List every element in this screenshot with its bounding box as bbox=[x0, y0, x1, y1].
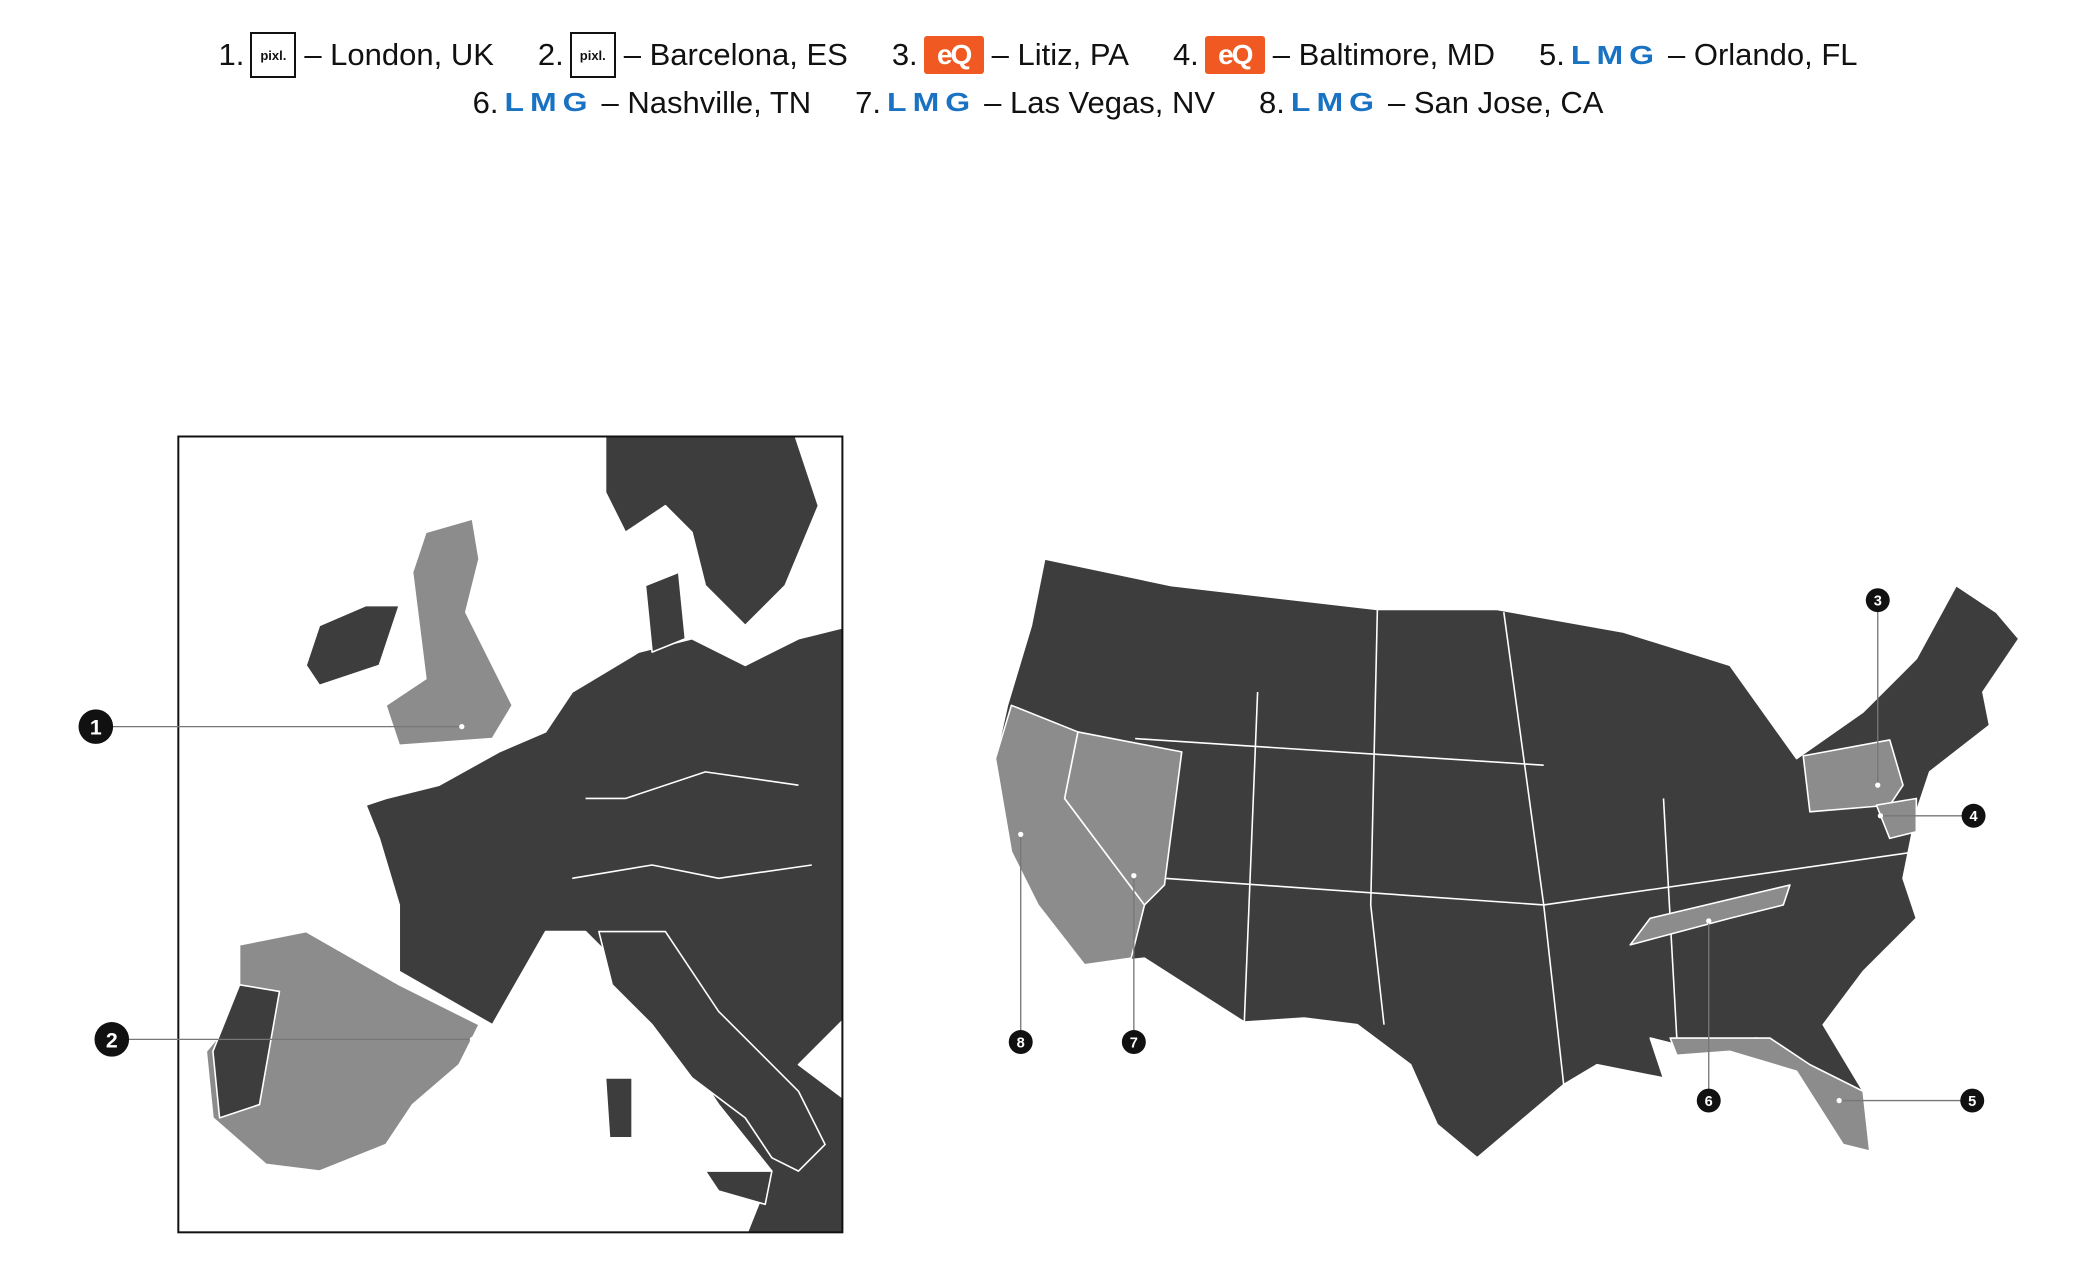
scandinavia bbox=[604, 436, 820, 627]
marker-6: 6 bbox=[1696, 1088, 1721, 1113]
marker-1: 1 bbox=[78, 709, 114, 744]
legend-item-baltimore: 4. eQ – Baltimore, MD bbox=[1173, 36, 1495, 74]
marker-5: 5 bbox=[1960, 1088, 1985, 1113]
legend-city: – London, UK bbox=[304, 37, 494, 72]
border bbox=[1503, 612, 1565, 1085]
svg-text:1: 1 bbox=[90, 716, 102, 740]
legend-number: 3. bbox=[891, 37, 918, 72]
svg-text:5: 5 bbox=[1968, 1094, 1976, 1110]
legend-row-2: 6. LMG – Nashville, TN 7. LMG – Las Vega… bbox=[0, 84, 2076, 121]
sicily bbox=[704, 1170, 773, 1206]
svg-text:4: 4 bbox=[1970, 809, 1979, 825]
europe-frame bbox=[177, 435, 844, 1234]
border bbox=[585, 771, 799, 800]
lmg-logo: LMG bbox=[1570, 40, 1660, 69]
europe-map bbox=[205, 436, 843, 1233]
legend-item-litiz: 3. eQ – Litiz, PA bbox=[892, 36, 1129, 74]
portugal bbox=[212, 983, 281, 1119]
pixl-logo: pixl. bbox=[250, 32, 297, 78]
us-map bbox=[994, 558, 2020, 1159]
italy bbox=[598, 930, 826, 1172]
legend-number: 5. bbox=[1539, 37, 1565, 72]
legend-item-barcelona: 2. pixl. – Barcelona, ES bbox=[538, 32, 848, 78]
nevada-highlight bbox=[1063, 731, 1183, 906]
border bbox=[1243, 691, 1259, 1023]
legend-item-san-jose: 8. LMG – San Jose, CA bbox=[1259, 84, 1603, 121]
legend-item-orlando: 5. LMG – Orlando, FL bbox=[1539, 37, 1858, 74]
marker-8: 8 bbox=[1008, 1030, 1033, 1054]
legend-number: 2. bbox=[537, 37, 564, 72]
lmg-logo: LMG bbox=[504, 87, 594, 117]
legend-number: 1. bbox=[218, 37, 245, 72]
svg-text:2: 2 bbox=[106, 1028, 118, 1052]
svg-text:3: 3 bbox=[1874, 594, 1882, 610]
eq-logo: eQ bbox=[1204, 36, 1265, 74]
eq-logo: eQ bbox=[923, 36, 984, 74]
legend-item-london: 1. pixl. – London, UK bbox=[218, 32, 494, 78]
legend-city: – Barcelona, ES bbox=[623, 37, 848, 72]
legend-number: 4. bbox=[1172, 37, 1199, 72]
tennessee-highlight bbox=[1629, 884, 1791, 946]
location-dots bbox=[459, 723, 1884, 1104]
lmg-logo: LMG bbox=[887, 87, 977, 117]
pixl-logo: pixl. bbox=[569, 32, 616, 78]
legend-city: – Baltimore, MD bbox=[1272, 37, 1496, 72]
legend-number: 7. bbox=[855, 84, 882, 120]
marker-3: 3 bbox=[1865, 588, 1890, 613]
border bbox=[572, 864, 812, 880]
marker-2: 2 bbox=[94, 1022, 130, 1057]
legend-item-las-vegas: 7. LMG – Las Vegas, NV bbox=[855, 84, 1215, 121]
legend-city: – Nashville, TN bbox=[601, 84, 812, 120]
callout-lines bbox=[95, 600, 1974, 1102]
legend-city: – Las Vegas, NV bbox=[984, 84, 1216, 120]
legend-city: – San Jose, CA bbox=[1388, 84, 1604, 120]
svg-text:6: 6 bbox=[1705, 1094, 1713, 1110]
legend-number: 6. bbox=[472, 84, 499, 120]
border bbox=[1369, 609, 1385, 1025]
uk-highlight bbox=[385, 518, 514, 747]
lmg-logo: LMG bbox=[1290, 87, 1380, 117]
legend-item-nashville: 6. LMG – Nashville, TN bbox=[473, 84, 812, 121]
legend-number: 8. bbox=[1259, 84, 1285, 120]
legend-row-1: 1. pixl. – London, UK 2. pixl. – Barcelo… bbox=[0, 32, 2076, 78]
denmark bbox=[644, 571, 687, 653]
florida-highlight bbox=[1669, 1037, 1871, 1152]
ireland bbox=[305, 604, 401, 687]
border bbox=[1135, 737, 1544, 767]
legend-city: – Litiz, PA bbox=[991, 37, 1129, 72]
maryland-highlight bbox=[1875, 797, 1918, 840]
svg-text:7: 7 bbox=[1130, 1035, 1138, 1051]
sardinia bbox=[604, 1077, 633, 1139]
marker-7: 7 bbox=[1121, 1030, 1146, 1054]
marker-4: 4 bbox=[1961, 803, 1986, 828]
svg-text:8: 8 bbox=[1017, 1035, 1025, 1051]
legend-city: – Orlando, FL bbox=[1667, 37, 1858, 72]
